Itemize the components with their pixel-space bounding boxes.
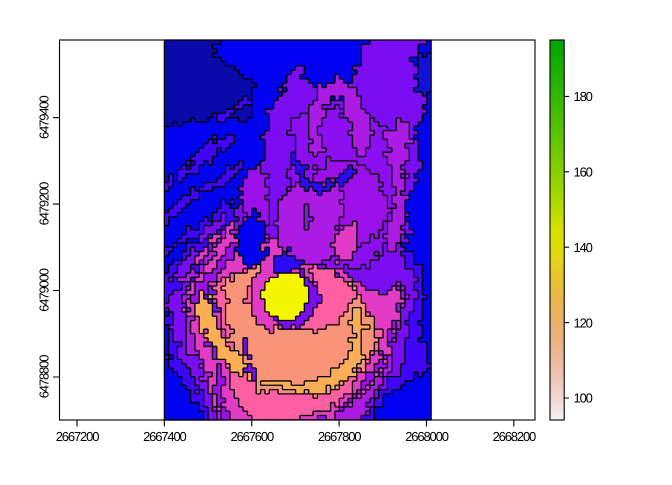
svg-text:100: 100 <box>574 391 593 406</box>
svg-text:140: 140 <box>574 240 593 255</box>
svg-text:2667200: 2667200 <box>56 429 99 444</box>
svg-text:180: 180 <box>574 89 593 104</box>
svg-text:6478800: 6478800 <box>37 355 52 398</box>
svg-text:2668200: 2668200 <box>493 429 536 444</box>
svg-text:160: 160 <box>574 165 593 180</box>
svg-text:6479000: 6479000 <box>37 268 52 311</box>
svg-text:2667800: 2667800 <box>318 429 361 444</box>
svg-text:2668000: 2668000 <box>405 429 448 444</box>
svg-text:6479400: 6479400 <box>37 96 52 139</box>
svg-text:6479200: 6479200 <box>37 182 52 225</box>
svg-text:2667400: 2667400 <box>143 429 186 444</box>
svg-text:2667600: 2667600 <box>230 429 273 444</box>
svg-text:120: 120 <box>574 315 593 330</box>
